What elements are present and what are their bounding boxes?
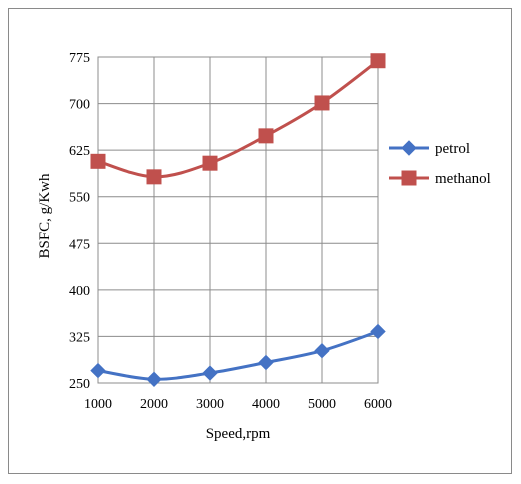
y-tick-label: 550	[69, 191, 90, 206]
x-axis-title: Speed,rpm	[206, 426, 271, 442]
legend-label-petrol: petrol	[435, 141, 470, 157]
data-point-petrol	[146, 371, 162, 387]
plot-area-border	[97, 56, 379, 384]
y-tick-label: 400	[69, 284, 90, 299]
data-point-petrol	[314, 343, 330, 359]
data-point-methanol	[146, 169, 162, 185]
y-tick-label: 325	[69, 330, 90, 345]
y-tick-label: 250	[69, 377, 90, 392]
data-point-methanol	[90, 153, 106, 169]
data-point-methanol	[370, 53, 386, 69]
data-point-methanol	[202, 155, 218, 171]
x-tick-label: 3000	[196, 397, 224, 412]
data-point-petrol	[202, 365, 218, 381]
x-tick-label: 5000	[308, 397, 336, 412]
y-tick-label: 775	[69, 51, 90, 66]
legend-marker-petrol	[401, 140, 417, 156]
x-tick-label: 4000	[252, 397, 280, 412]
x-tick-label: 6000	[364, 397, 392, 412]
y-tick-label: 625	[69, 144, 90, 159]
series-line-methanol	[97, 59, 379, 179]
axis-layer: 250 325 400 475 550 625 700 775 1000 2000 3000 4000…	[69, 51, 392, 412]
chart-frame	[8, 8, 512, 474]
x-tick-label: 1000	[84, 397, 112, 412]
series-line-petrol	[97, 330, 379, 381]
data-point-petrol	[370, 323, 386, 340]
data-point-petrol	[258, 354, 274, 371]
y-axis-title: BSFC, g/Kwh	[37, 173, 53, 259]
data-point-methanol	[258, 128, 274, 144]
y-tick-label: 475	[69, 237, 90, 252]
legend: petrol methanol	[389, 140, 491, 187]
grid-layer	[97, 56, 379, 384]
x-tick-label: 2000	[140, 397, 168, 412]
data-point-petrol	[90, 362, 106, 379]
legend-label-methanol: methanol	[435, 171, 491, 187]
series-layer	[90, 53, 386, 387]
data-point-methanol	[314, 95, 330, 111]
legend-marker-methanol	[401, 170, 417, 186]
y-tick-label: 700	[69, 98, 90, 113]
